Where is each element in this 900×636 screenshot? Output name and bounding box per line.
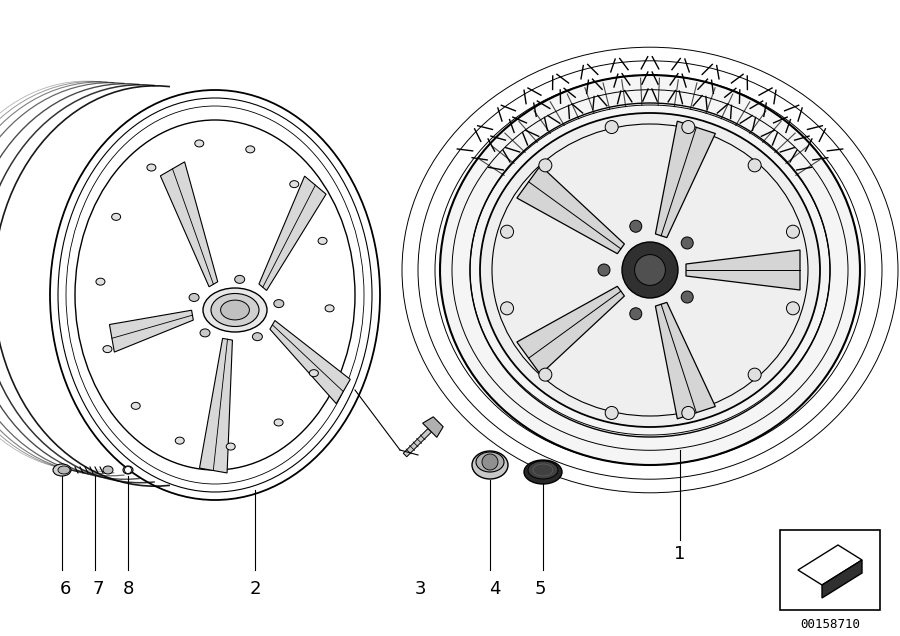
Ellipse shape [58,466,70,474]
Polygon shape [259,176,326,291]
Polygon shape [822,560,862,598]
Ellipse shape [274,419,284,426]
Circle shape [539,159,552,172]
Ellipse shape [226,443,235,450]
Polygon shape [270,321,350,404]
Circle shape [748,368,761,381]
Circle shape [500,225,514,238]
Circle shape [598,264,610,276]
Circle shape [634,254,665,286]
Ellipse shape [528,461,558,479]
Text: 4: 4 [490,580,500,598]
Circle shape [630,308,642,320]
Polygon shape [655,302,716,419]
Polygon shape [403,429,431,457]
Text: 8: 8 [122,580,134,598]
Ellipse shape [103,345,112,352]
Ellipse shape [96,278,105,285]
Ellipse shape [211,293,259,326]
Circle shape [539,368,552,381]
Circle shape [482,454,498,470]
Ellipse shape [220,300,249,320]
Ellipse shape [470,103,830,437]
Text: 00158710: 00158710 [800,618,860,631]
Circle shape [630,220,642,232]
Circle shape [500,302,514,315]
Text: 3: 3 [414,580,426,598]
Circle shape [124,466,131,473]
Ellipse shape [53,464,71,476]
Ellipse shape [325,305,334,312]
Circle shape [681,291,693,303]
Ellipse shape [235,275,245,284]
Ellipse shape [310,370,319,377]
Ellipse shape [476,452,504,472]
Circle shape [605,121,618,134]
Ellipse shape [290,181,299,188]
Circle shape [605,406,618,420]
Ellipse shape [194,140,203,147]
Text: 2: 2 [249,580,261,598]
Polygon shape [517,165,625,254]
Ellipse shape [123,466,133,474]
Ellipse shape [147,164,156,171]
Ellipse shape [274,300,284,308]
Ellipse shape [176,437,184,444]
Ellipse shape [440,75,860,465]
Polygon shape [798,545,862,585]
Ellipse shape [112,213,121,220]
Polygon shape [200,338,232,473]
Polygon shape [423,417,443,438]
Polygon shape [686,250,800,290]
Ellipse shape [131,403,140,410]
Polygon shape [110,310,194,352]
Ellipse shape [200,329,210,337]
Ellipse shape [252,333,263,341]
Bar [780,530,880,610]
Text: 7: 7 [92,580,104,598]
Circle shape [748,159,761,172]
Polygon shape [655,121,716,238]
Ellipse shape [318,237,327,244]
Text: 6: 6 [59,580,71,598]
Ellipse shape [472,451,508,479]
Ellipse shape [524,460,562,484]
Ellipse shape [189,293,199,301]
Ellipse shape [203,288,267,332]
Circle shape [682,406,695,420]
Circle shape [622,242,678,298]
Polygon shape [517,286,625,375]
Circle shape [787,225,799,238]
Circle shape [787,302,799,315]
Text: 5: 5 [535,580,545,598]
Text: 1: 1 [674,545,686,563]
Ellipse shape [103,466,113,474]
Polygon shape [160,162,218,287]
Ellipse shape [480,113,820,427]
Circle shape [682,121,695,134]
Ellipse shape [246,146,255,153]
Circle shape [681,237,693,249]
